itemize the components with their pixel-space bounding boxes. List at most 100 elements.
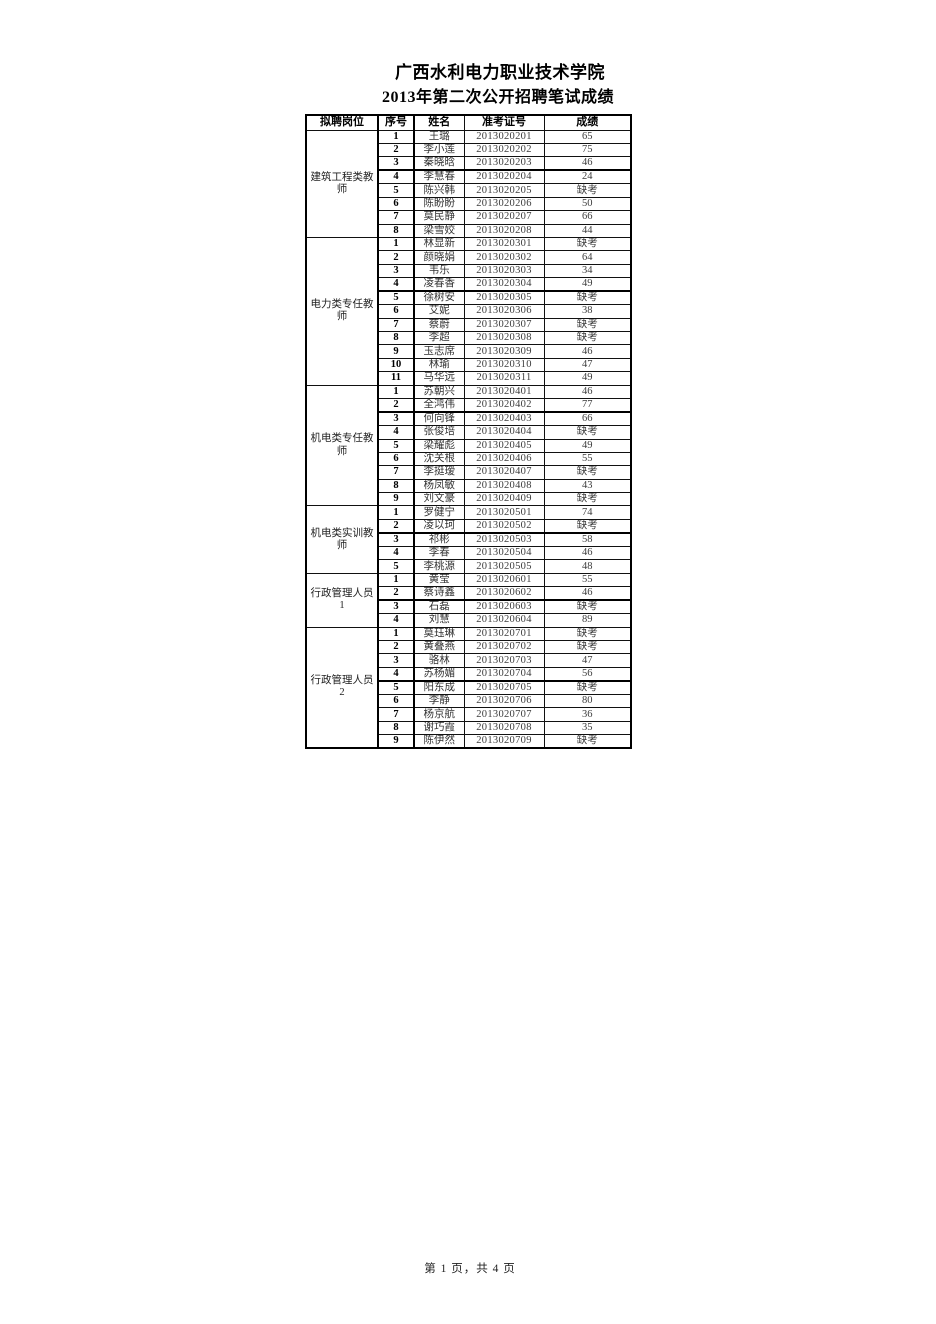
seq-cell: 3 <box>377 411 415 427</box>
score-cell: 35 <box>543 720 632 736</box>
name-cell: 李静 <box>413 693 465 709</box>
score-cell: 46 <box>543 156 632 172</box>
table-row: 7 杨京航 2013020707 36 <box>306 707 632 722</box>
seq-cell: 9 <box>377 734 415 749</box>
id-cell: 2013020304 <box>463 277 545 293</box>
score-cell: 50 <box>543 196 632 212</box>
score-cell: 49 <box>543 438 632 453</box>
seq-cell: 1 <box>377 572 415 588</box>
table-row: 7 莫民静 2013020207 66 <box>306 210 632 225</box>
score-cell: 缺考 <box>543 518 632 534</box>
name-cell: 梁雪姣 <box>413 223 465 238</box>
seq-cell: 10 <box>377 357 415 373</box>
table-row: 行政管理人员2 1 莫珏琳 2013020701 缺考 <box>305 626 632 749</box>
seq-cell: 9 <box>377 492 415 507</box>
col-header-score: 成绩 <box>543 114 632 131</box>
name-cell: 李春 <box>413 545 465 561</box>
id-cell: 2013020311 <box>463 371 545 386</box>
seq-cell: 7 <box>377 317 415 333</box>
score-cell: 48 <box>543 559 632 574</box>
score-cell: 46 <box>543 384 632 400</box>
id-cell: 2013020707 <box>463 707 545 722</box>
seq-cell: 6 <box>377 196 415 212</box>
table-row: 8 杨凤敏 2013020408 43 <box>306 478 632 494</box>
table-row: 10 林瑜 2013020310 47 <box>306 357 632 373</box>
table-row: 9 刘文豪 2013020409 缺考 <box>306 492 632 507</box>
table-row: 4 刘慧 2013020604 89 <box>306 613 632 628</box>
name-cell: 蔡诗鑫 <box>413 586 465 602</box>
seq-cell: 3 <box>377 599 415 615</box>
score-cell: 46 <box>543 344 632 359</box>
seq-cell: 3 <box>377 532 415 547</box>
name-cell: 祁彬 <box>413 532 465 547</box>
id-cell: 2013020704 <box>463 666 545 682</box>
name-cell: 马华远 <box>413 371 465 386</box>
seq-cell: 2 <box>377 518 415 534</box>
id-cell: 2013020302 <box>463 250 545 265</box>
name-cell: 颜晓娟 <box>413 250 465 265</box>
name-cell: 梁耀彪 <box>413 438 465 453</box>
name-cell: 艾妮 <box>413 304 465 319</box>
seq-cell: 4 <box>377 613 415 628</box>
score-cell: 缺考 <box>543 465 632 480</box>
id-cell: 2013020403 <box>463 411 545 427</box>
score-cell: 缺考 <box>543 680 632 695</box>
name-cell: 秦晓晗 <box>413 156 465 172</box>
id-cell: 2013020409 <box>463 492 545 507</box>
score-cell: 66 <box>543 210 632 225</box>
name-cell: 何向锋 <box>413 411 465 427</box>
seq-cell: 8 <box>377 478 415 494</box>
id-cell: 2013020203 <box>463 156 545 172</box>
name-cell: 陈盼盼 <box>413 196 465 212</box>
score-cell: 46 <box>543 586 632 602</box>
seq-cell: 1 <box>377 129 415 144</box>
id-cell: 2013020502 <box>463 518 545 534</box>
seq-cell: 2 <box>377 142 415 158</box>
score-cell: 47 <box>543 653 632 668</box>
table-row: 行政管理人员1 1 黄莹 2013020601 55 <box>305 572 632 628</box>
position-cell: 行政管理人员1 <box>305 572 379 628</box>
score-cell: 49 <box>543 277 632 293</box>
name-cell: 徐树安 <box>413 290 465 306</box>
score-cell: 43 <box>543 478 632 494</box>
name-cell: 玉志席 <box>413 344 465 359</box>
id-cell: 2013020706 <box>463 693 545 709</box>
table-row: 4 凌春香 2013020304 49 <box>306 277 632 293</box>
id-cell: 2013020303 <box>463 263 545 279</box>
name-cell: 黄莹 <box>413 572 465 588</box>
name-cell: 刘慧 <box>413 613 465 628</box>
name-cell: 沈关根 <box>413 451 465 467</box>
id-cell: 2013020309 <box>463 344 545 359</box>
seq-cell: 5 <box>377 290 415 306</box>
id-cell: 2013020709 <box>463 734 545 749</box>
seq-cell: 4 <box>377 169 415 185</box>
name-cell: 韦乐 <box>413 263 465 279</box>
id-cell: 2013020406 <box>463 451 545 467</box>
table-row: 3 韦乐 2013020303 34 <box>306 263 632 279</box>
id-cell: 2013020404 <box>463 425 545 440</box>
name-cell: 罗健宁 <box>413 505 465 520</box>
name-cell: 李桃源 <box>413 559 465 574</box>
seq-cell: 6 <box>377 451 415 467</box>
name-cell: 黄叠燕 <box>413 640 465 655</box>
seq-cell: 3 <box>377 653 415 668</box>
table-row: 8 谢巧霞 2013020708 35 <box>306 720 632 736</box>
id-cell: 2013020305 <box>463 290 545 306</box>
table-row: 3 石磊 2013020603 缺考 <box>306 599 632 615</box>
name-cell: 刘文豪 <box>413 492 465 507</box>
score-cell: 缺考 <box>543 290 632 306</box>
score-cell: 80 <box>543 693 632 709</box>
name-cell: 苏朝兴 <box>413 384 465 400</box>
score-cell: 55 <box>543 572 632 588</box>
seq-cell: 1 <box>377 236 415 252</box>
name-cell: 苏杨媚 <box>413 666 465 682</box>
position-cell: 机电类专任教师 <box>305 384 379 507</box>
id-cell: 2013020401 <box>463 384 545 400</box>
table-body: 建筑工程类教师 1 王璐 2013020201 65 2 李小莲 2013020202 75 3 秦… <box>305 129 632 749</box>
id-cell: 2013020206 <box>463 196 545 212</box>
seq-cell: 1 <box>377 626 415 642</box>
score-cell: 缺考 <box>543 626 632 642</box>
score-cell: 缺考 <box>543 599 632 615</box>
seq-cell: 2 <box>377 250 415 265</box>
seq-cell: 6 <box>377 304 415 319</box>
